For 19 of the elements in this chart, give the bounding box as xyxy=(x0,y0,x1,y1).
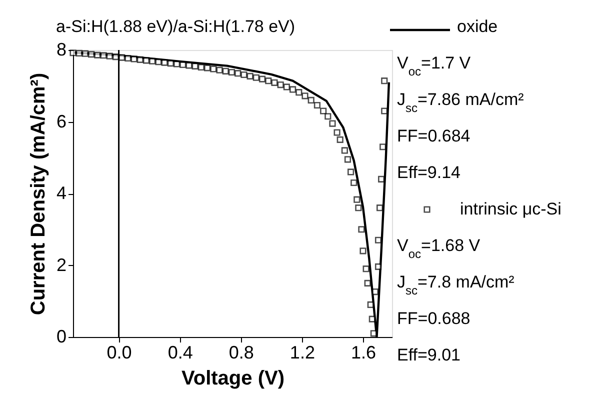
y-tick-label: 6 xyxy=(56,111,66,132)
y-tick-label: 4 xyxy=(56,183,66,203)
x-tick-label: 1.2 xyxy=(290,342,315,362)
chart-title: a-Si:H(1.88 eV)/a-Si:H(1.78 eV) xyxy=(56,17,296,36)
text: Eff=9.01 xyxy=(397,346,460,364)
y-tick-label: 2 xyxy=(56,254,66,275)
y-tick-label: 0 xyxy=(56,326,66,346)
y-tick-label: 8 xyxy=(56,40,66,60)
x-tick-label: 0.8 xyxy=(228,342,254,362)
text: FF=0.684 xyxy=(397,126,470,146)
x-tick-label: 0.4 xyxy=(168,342,193,362)
y-axis-title: Current Density (mA/cm²) xyxy=(27,72,50,316)
x-axis-title: Voltage (V) xyxy=(182,368,284,390)
legend-label: oxide xyxy=(457,17,498,36)
x-tick-label: 0.0 xyxy=(106,342,132,362)
text: FF=0.688 xyxy=(397,309,470,328)
x-tick-label: 1.6 xyxy=(350,342,376,362)
legend-label: intrinsic μc-Si xyxy=(460,200,562,218)
text: Eff=9.14 xyxy=(397,163,460,182)
